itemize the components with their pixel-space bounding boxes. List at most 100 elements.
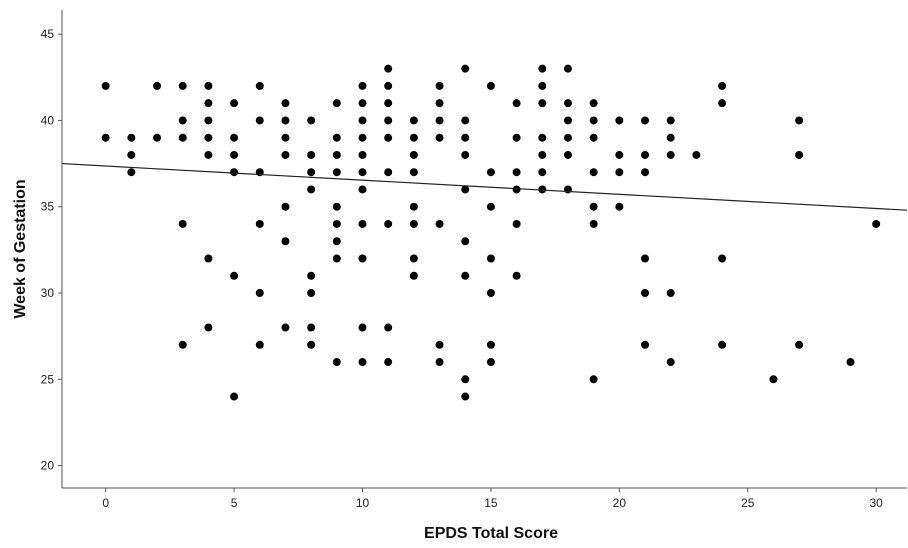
data-point — [384, 358, 393, 367]
data-point — [358, 254, 367, 263]
data-point — [692, 150, 701, 159]
data-point — [435, 116, 444, 125]
data-point — [718, 340, 727, 349]
data-point — [666, 358, 675, 367]
data-point — [512, 219, 521, 228]
data-point — [589, 168, 598, 177]
data-point — [486, 340, 495, 349]
data-point — [281, 323, 290, 332]
data-point — [795, 150, 804, 159]
data-point — [718, 81, 727, 90]
data-point — [589, 116, 598, 125]
data-point — [409, 254, 418, 263]
data-point — [409, 150, 418, 159]
data-point — [358, 323, 367, 332]
data-point — [641, 289, 650, 298]
data-point — [255, 116, 264, 125]
data-point — [307, 168, 316, 177]
data-point — [795, 340, 804, 349]
data-point — [384, 64, 393, 73]
data-point — [307, 289, 316, 298]
data-point — [307, 150, 316, 159]
data-point — [512, 133, 521, 142]
data-point — [281, 202, 290, 211]
data-point — [358, 168, 367, 177]
data-point — [486, 358, 495, 367]
data-point — [332, 168, 341, 177]
data-point — [461, 150, 470, 159]
data-point — [127, 150, 136, 159]
x-tick-label: 0 — [102, 496, 109, 510]
data-point — [589, 375, 598, 384]
data-point — [101, 133, 110, 142]
data-point — [230, 168, 239, 177]
data-point — [538, 168, 547, 177]
data-point — [461, 116, 470, 125]
data-point — [718, 99, 727, 108]
data-point — [435, 81, 444, 90]
data-point — [769, 375, 778, 384]
data-point — [332, 237, 341, 246]
data-point — [409, 271, 418, 280]
data-point — [153, 81, 162, 90]
data-point — [409, 116, 418, 125]
data-point — [384, 99, 393, 108]
data-point — [178, 81, 187, 90]
data-point — [384, 323, 393, 332]
data-point — [461, 133, 470, 142]
data-point — [204, 133, 213, 142]
y-tick-label: 45 — [41, 27, 55, 41]
data-point — [230, 392, 239, 401]
data-point — [101, 81, 110, 90]
data-point — [358, 150, 367, 159]
data-point — [204, 99, 213, 108]
data-point — [563, 64, 572, 73]
y-tick-label: 35 — [41, 200, 55, 214]
data-point — [332, 133, 341, 142]
y-tick-label: 20 — [41, 459, 55, 473]
data-point — [384, 219, 393, 228]
data-point — [255, 289, 264, 298]
data-point — [538, 150, 547, 159]
data-point — [204, 254, 213, 263]
data-point — [435, 219, 444, 228]
data-point — [563, 116, 572, 125]
data-point — [486, 168, 495, 177]
data-point — [435, 133, 444, 142]
data-point — [435, 340, 444, 349]
data-point — [641, 150, 650, 159]
data-point — [512, 185, 521, 194]
regression-line — [61, 162, 908, 211]
data-point — [641, 116, 650, 125]
data-point — [332, 99, 341, 108]
data-point — [358, 116, 367, 125]
data-point — [358, 81, 367, 90]
data-point — [615, 168, 624, 177]
data-point — [641, 254, 650, 263]
data-point — [589, 219, 598, 228]
data-point — [409, 133, 418, 142]
data-point — [538, 64, 547, 73]
data-point — [281, 116, 290, 125]
data-point — [435, 358, 444, 367]
data-point — [486, 289, 495, 298]
data-point — [178, 340, 187, 349]
data-point — [512, 271, 521, 280]
data-point — [461, 271, 470, 280]
data-point — [127, 133, 136, 142]
data-point — [384, 168, 393, 177]
data-point — [307, 323, 316, 332]
y-tick-label: 30 — [41, 286, 55, 300]
data-point — [384, 81, 393, 90]
data-point — [281, 99, 290, 108]
data-point — [589, 202, 598, 211]
data-point — [872, 219, 881, 228]
data-point — [178, 133, 187, 142]
x-tick-label: 30 — [869, 496, 883, 510]
data-point — [409, 219, 418, 228]
data-point — [384, 133, 393, 142]
data-point — [204, 323, 213, 332]
data-point — [486, 202, 495, 211]
data-point — [538, 133, 547, 142]
